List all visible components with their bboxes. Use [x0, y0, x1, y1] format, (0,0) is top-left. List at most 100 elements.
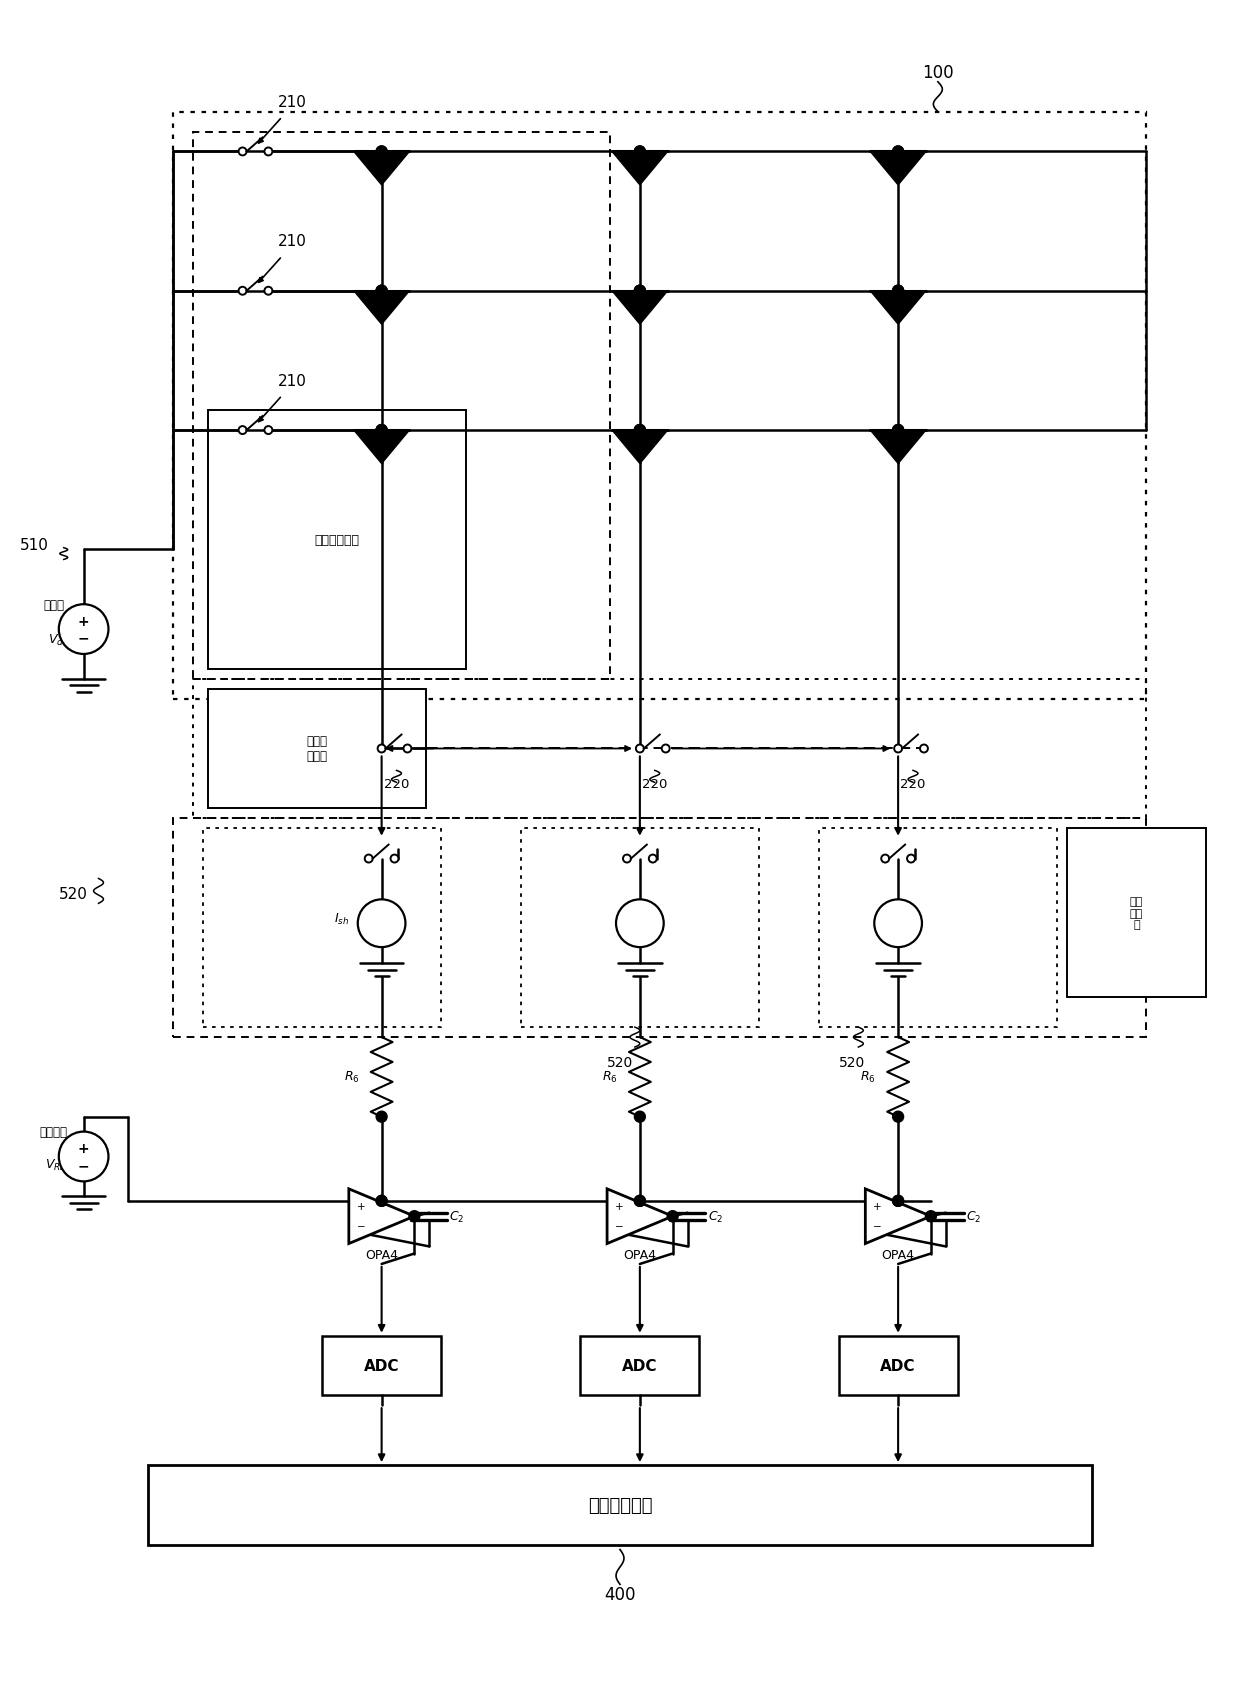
Circle shape — [376, 1112, 387, 1122]
Text: 400: 400 — [604, 1586, 636, 1603]
Text: 行移位寄存器: 行移位寄存器 — [315, 533, 360, 547]
Circle shape — [893, 424, 904, 436]
Circle shape — [391, 856, 398, 863]
Text: 210: 210 — [278, 234, 306, 250]
Circle shape — [649, 856, 657, 863]
Text: $R_6$: $R_6$ — [603, 1070, 618, 1085]
Text: 220: 220 — [384, 778, 409, 790]
Text: $C_2$: $C_2$ — [449, 1209, 465, 1224]
Polygon shape — [870, 431, 926, 464]
Circle shape — [376, 424, 387, 436]
Text: 电压源: 电压源 — [43, 598, 64, 611]
Text: OPA4: OPA4 — [882, 1248, 915, 1262]
Circle shape — [376, 424, 387, 436]
Text: ADC: ADC — [622, 1358, 657, 1374]
Circle shape — [238, 426, 247, 435]
Circle shape — [635, 146, 645, 158]
Text: +: + — [78, 615, 89, 628]
Circle shape — [667, 1211, 678, 1223]
Circle shape — [376, 424, 387, 436]
Polygon shape — [353, 431, 409, 464]
Polygon shape — [608, 1189, 672, 1245]
Text: −: − — [615, 1221, 624, 1231]
Text: OPA4: OPA4 — [624, 1248, 656, 1262]
Circle shape — [920, 745, 928, 752]
Text: $V_{REF}$: $V_{REF}$ — [45, 1158, 72, 1172]
Polygon shape — [353, 153, 409, 185]
Bar — [838, 1336, 957, 1396]
Text: +: + — [615, 1202, 624, 1212]
Circle shape — [635, 285, 645, 297]
Bar — [521, 829, 759, 1027]
Text: 210: 210 — [278, 374, 306, 389]
Circle shape — [365, 856, 373, 863]
Text: −: − — [78, 632, 89, 645]
Text: +: + — [357, 1202, 365, 1212]
Circle shape — [882, 856, 889, 863]
Text: $R_6$: $R_6$ — [343, 1070, 360, 1085]
Text: −: − — [78, 1158, 89, 1172]
Bar — [174, 112, 1147, 700]
Polygon shape — [870, 292, 926, 324]
Circle shape — [635, 424, 645, 436]
Text: $C_2$: $C_2$ — [708, 1209, 723, 1224]
Circle shape — [238, 148, 247, 156]
Circle shape — [635, 1112, 645, 1122]
Text: 520: 520 — [838, 1056, 864, 1070]
Text: 520: 520 — [606, 1056, 634, 1070]
Circle shape — [893, 1112, 904, 1122]
Polygon shape — [613, 431, 667, 464]
Text: 数据处理单元: 数据处理单元 — [588, 1496, 652, 1515]
Bar — [174, 818, 1147, 1037]
Text: $I_{sh}$: $I_{sh}$ — [335, 912, 350, 927]
Circle shape — [893, 1195, 904, 1207]
Circle shape — [874, 900, 923, 947]
Circle shape — [58, 604, 108, 654]
Text: OPA4: OPA4 — [365, 1248, 398, 1262]
Bar — [149, 1465, 1091, 1545]
Circle shape — [376, 285, 387, 297]
Circle shape — [893, 146, 904, 158]
Circle shape — [635, 285, 645, 297]
Bar — [193, 679, 1147, 818]
Circle shape — [893, 285, 904, 297]
Polygon shape — [613, 153, 667, 185]
Circle shape — [58, 1133, 108, 1182]
Circle shape — [893, 146, 904, 158]
Bar — [580, 1336, 699, 1396]
Circle shape — [893, 424, 904, 436]
Circle shape — [378, 745, 386, 752]
Circle shape — [893, 1195, 904, 1207]
Text: +: + — [873, 1202, 882, 1212]
Text: ADC: ADC — [363, 1358, 399, 1374]
Circle shape — [238, 287, 247, 295]
Circle shape — [376, 285, 387, 297]
Text: +: + — [78, 1141, 89, 1155]
Text: 220: 220 — [642, 778, 667, 790]
Text: 移位
寄存
器: 移位 寄存 器 — [1130, 897, 1143, 931]
Circle shape — [376, 285, 387, 297]
Circle shape — [893, 285, 904, 297]
Circle shape — [264, 148, 273, 156]
Circle shape — [636, 745, 644, 752]
Circle shape — [622, 856, 631, 863]
Polygon shape — [870, 153, 926, 185]
Circle shape — [925, 1211, 936, 1223]
Text: $C_2$: $C_2$ — [966, 1209, 981, 1224]
Circle shape — [893, 285, 904, 297]
Bar — [203, 829, 441, 1027]
Text: 210: 210 — [278, 95, 306, 110]
Text: −: − — [356, 1221, 366, 1231]
Circle shape — [616, 900, 663, 947]
Text: ADC: ADC — [880, 1358, 916, 1374]
Text: $V_{dd}$: $V_{dd}$ — [48, 632, 69, 647]
Polygon shape — [353, 292, 409, 324]
Text: 220: 220 — [900, 778, 926, 790]
Circle shape — [635, 1195, 645, 1207]
Text: 510: 510 — [20, 538, 48, 552]
Text: 列移位
寄存器: 列移位 寄存器 — [306, 735, 327, 762]
Polygon shape — [866, 1189, 931, 1245]
Text: −: − — [873, 1221, 882, 1231]
Circle shape — [403, 745, 412, 752]
Bar — [208, 411, 466, 669]
